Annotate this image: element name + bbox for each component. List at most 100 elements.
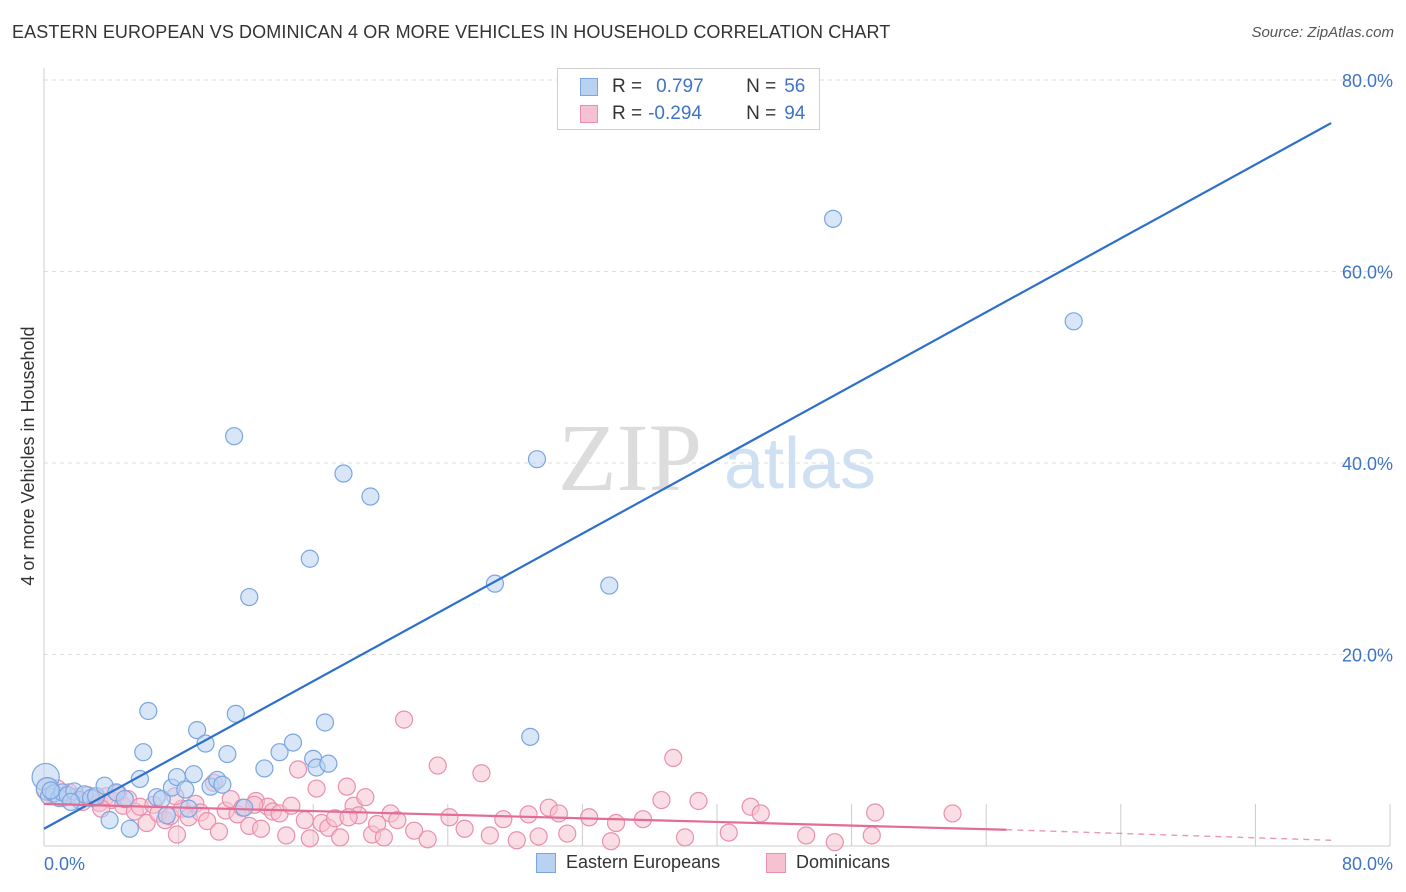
- correlation-legend: R = 0.797 N = 56 R = -0.294 N = 94: [557, 68, 820, 130]
- dominican-point: [209, 822, 229, 841]
- eastern-european-trendline: [43, 122, 1332, 830]
- eastern-european-point: [225, 427, 244, 446]
- y-tick-label: 60.0%: [1342, 263, 1393, 283]
- dominican-point: [751, 804, 770, 823]
- eastern-european-point: [188, 721, 207, 740]
- dominican-trendline-extension: [1006, 829, 1332, 841]
- watermark-zip: ZIP: [558, 404, 702, 511]
- series-legend: Eastern Europeans Dominicans: [0, 852, 1406, 876]
- y-axis-label: 4 or more Vehicles in Household: [18, 326, 38, 585]
- legend-swatch-pink: [766, 852, 786, 873]
- eastern-european-point: [176, 780, 195, 799]
- eastern-european-point: [213, 775, 232, 794]
- dominican-point: [331, 828, 350, 847]
- eastern-european-point: [521, 727, 540, 746]
- dominican-point: [388, 811, 407, 830]
- eastern-european-point: [115, 789, 134, 809]
- eastern-european-point: [184, 765, 203, 784]
- eastern-european-point: [61, 792, 81, 812]
- dominican-point: [480, 826, 499, 845]
- dominican-point: [428, 756, 447, 775]
- legend-label: Dominicans: [796, 852, 891, 872]
- dominican-point: [866, 803, 885, 822]
- dominican-point: [288, 760, 308, 779]
- dominican-point: [943, 804, 962, 823]
- eastern-european-point: [283, 733, 303, 752]
- grid-lines: [44, 79, 1390, 655]
- dominican-point: [455, 819, 474, 838]
- dominican-point: [675, 828, 695, 847]
- dominican-point: [558, 824, 577, 843]
- y-tick-label: 40.0%: [1342, 454, 1393, 474]
- dominican-point: [405, 821, 424, 840]
- dominican-point: [719, 823, 738, 842]
- dominican-point: [300, 829, 319, 848]
- x-tick-label: 0.0%: [44, 854, 85, 874]
- eastern-european-point: [270, 743, 289, 762]
- legend-r-value: -0.294: [648, 103, 702, 124]
- dominican-point: [519, 805, 538, 824]
- chart-title: EASTERN EUROPEAN VS DOMINICAN 4 OR MORE …: [12, 22, 891, 42]
- dominican-point: [825, 833, 844, 852]
- dominican-point: [307, 779, 326, 798]
- legend-item-eastern-europeans[interactable]: Eastern Europeans: [536, 852, 720, 873]
- legend-item-dominicans[interactable]: Dominicans: [766, 852, 890, 873]
- dominican-point: [277, 826, 296, 845]
- dominican-point: [664, 748, 683, 768]
- dominican-point: [862, 826, 881, 845]
- dominican-point: [167, 825, 187, 844]
- tick-labels: 20.0% 40.0% 60.0% 80.0% 0.0% 80.0%: [44, 71, 1393, 874]
- legend-n-value: 56: [784, 76, 806, 97]
- dominican-point: [251, 819, 271, 838]
- legend-n-label: N =: [746, 103, 777, 124]
- eastern-european-point: [255, 759, 274, 778]
- trend-lines: [43, 122, 1332, 841]
- axes: [43, 68, 1391, 847]
- eastern-european-point: [334, 464, 353, 483]
- dominican-point: [374, 828, 393, 847]
- eastern-european-point: [120, 819, 139, 838]
- dominican-point: [601, 832, 621, 851]
- eastern-european-point: [823, 209, 843, 228]
- eastern-european-point: [600, 576, 619, 595]
- legend-n-value: 94: [784, 103, 806, 124]
- dominican-point: [295, 811, 314, 830]
- dominican-point: [606, 813, 626, 833]
- legend-r-label: R =: [612, 103, 643, 124]
- eastern-european-point: [240, 587, 259, 607]
- legend-r-label: R =: [612, 76, 643, 97]
- eastern-european-point: [315, 713, 335, 732]
- dominican-point: [440, 808, 459, 827]
- eastern-european-point: [134, 743, 153, 762]
- eastern-european-point: [196, 734, 215, 753]
- legend-row-eastern-european: R = 0.797 N = 56: [580, 75, 805, 99]
- eastern-european-point: [139, 701, 158, 721]
- dominican-trendline: [43, 802, 1007, 831]
- dominican-point: [507, 831, 526, 850]
- dominican-point: [337, 777, 356, 796]
- eastern-european-point: [319, 754, 338, 773]
- watermark: ZIP atlas: [558, 404, 876, 511]
- dominican-point: [198, 812, 217, 831]
- dominican-point: [529, 827, 548, 846]
- y-tick-label: 20.0%: [1342, 646, 1393, 666]
- eastern-european-point: [157, 806, 176, 825]
- eastern-european-points: [31, 209, 1083, 838]
- dominican-point: [137, 813, 156, 833]
- dominican-point: [797, 826, 816, 845]
- dominican-point: [394, 710, 414, 729]
- eastern-european-point: [361, 487, 380, 506]
- legend-row-dominican: R = -0.294 N = 94: [580, 102, 805, 126]
- eastern-european-point: [100, 811, 119, 830]
- eastern-european-point: [41, 781, 60, 800]
- dominican-point: [356, 788, 375, 807]
- eastern-european-point: [218, 744, 237, 764]
- legend-r-value: 0.797: [656, 76, 704, 97]
- dominican-point: [494, 810, 513, 829]
- source-credit: Source: ZipAtlas.com: [1251, 24, 1394, 41]
- eastern-european-point: [527, 450, 547, 469]
- legend-swatch-blue: [536, 852, 556, 873]
- dominican-point: [652, 790, 671, 810]
- eastern-european-point: [235, 798, 254, 817]
- dominican-point: [418, 830, 437, 849]
